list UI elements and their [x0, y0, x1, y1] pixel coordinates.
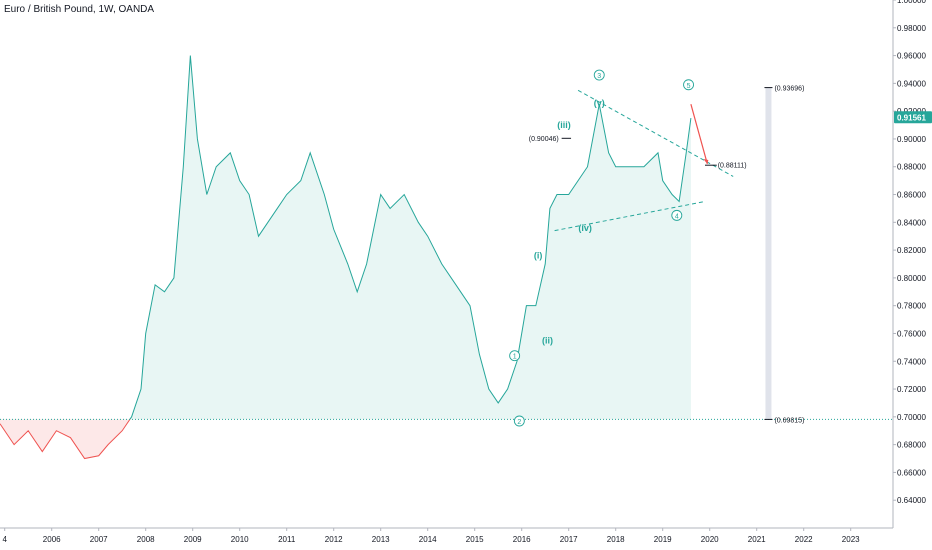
level-label: (0.88111) — [718, 163, 747, 170]
x-tick-label: 2013 — [372, 535, 390, 544]
y-tick-label: 0.76000 — [897, 329, 926, 338]
x-tick-label: 2022 — [795, 535, 813, 544]
y-tick-label: 0.90000 — [897, 135, 926, 144]
x-tick-label: 2008 — [137, 535, 155, 544]
y-tick-label: 0.74000 — [897, 357, 926, 366]
level-label: (0.90046) — [529, 136, 559, 143]
x-tick-label: 2019 — [654, 535, 672, 544]
price-line-above — [129, 55, 692, 420]
x-tick-label: 2017 — [560, 535, 578, 544]
wave-label: (iii) — [557, 120, 571, 130]
range-bar — [765, 87, 772, 420]
wave-label: (i) — [534, 251, 543, 261]
y-tick-label: 0.82000 — [897, 246, 926, 255]
y-tick-label: 0.66000 — [897, 468, 926, 477]
level-label: (0.93696) — [774, 86, 804, 93]
projection-arrow-head — [703, 158, 709, 164]
wave-label: (iv) — [578, 223, 592, 233]
x-tick-label: 2011 — [278, 535, 296, 544]
y-tick-label: 0.70000 — [897, 413, 926, 422]
y-tick-label: 0.88000 — [897, 163, 926, 172]
x-tick-label: 2023 — [842, 535, 860, 544]
x-tick-label: 2014 — [419, 535, 437, 544]
wave-circle — [593, 69, 605, 81]
y-tick-label: 0.80000 — [897, 274, 926, 283]
area-fill-below — [0, 419, 691, 459]
y-tick-label: 0.96000 — [897, 52, 926, 61]
current-price-label: 0.91561 — [897, 113, 926, 122]
x-tick-label: 2010 — [231, 535, 249, 544]
projection-arrow — [690, 104, 708, 165]
wave-label: 3 — [597, 73, 601, 80]
x-tick-label: 2021 — [748, 535, 766, 544]
wave-circle — [671, 209, 683, 221]
wave-circle — [509, 350, 521, 362]
y-tick-label: 0.84000 — [897, 218, 926, 227]
x-tick-label: 2006 — [43, 535, 61, 544]
x-tick-label: 2018 — [607, 535, 625, 544]
wave-label: 2 — [517, 419, 521, 426]
wave-label: 4 — [675, 213, 679, 220]
wave-circle — [513, 415, 525, 427]
x-tick-label: 2020 — [701, 535, 719, 544]
current-price-badge — [894, 111, 932, 124]
y-tick-label: 1.00000 — [897, 0, 926, 5]
wave-label: (ii) — [542, 335, 553, 345]
x-tick-label: 2015 — [466, 535, 484, 544]
level-label: (0.69815) — [774, 417, 804, 424]
x-tick-label: 2012 — [325, 535, 343, 544]
y-tick-label: 0.94000 — [897, 79, 926, 88]
y-tick-label: 0.72000 — [897, 385, 926, 394]
x-tick-label: 2007 — [90, 535, 108, 544]
y-tick-label: 0.98000 — [897, 24, 926, 33]
chart-title: Euro / British Pound, 1W, OANDA — [4, 4, 155, 15]
wave-label: (v) — [594, 98, 605, 108]
y-tick-label: 0.64000 — [897, 496, 926, 505]
wave-label: 1 — [513, 354, 517, 361]
y-tick-label: 0.78000 — [897, 302, 926, 311]
area-fill-above — [129, 55, 691, 420]
x-tick-label: 4 — [2, 535, 7, 544]
wave-circle — [683, 79, 694, 91]
y-tick-label: 0.68000 — [897, 441, 926, 450]
trendline — [554, 200, 706, 232]
wave-label: 5 — [687, 83, 691, 90]
y-tick-label: 0.86000 — [897, 191, 926, 200]
x-tick-label: 2016 — [513, 535, 531, 544]
x-tick-label: 2009 — [184, 535, 202, 544]
